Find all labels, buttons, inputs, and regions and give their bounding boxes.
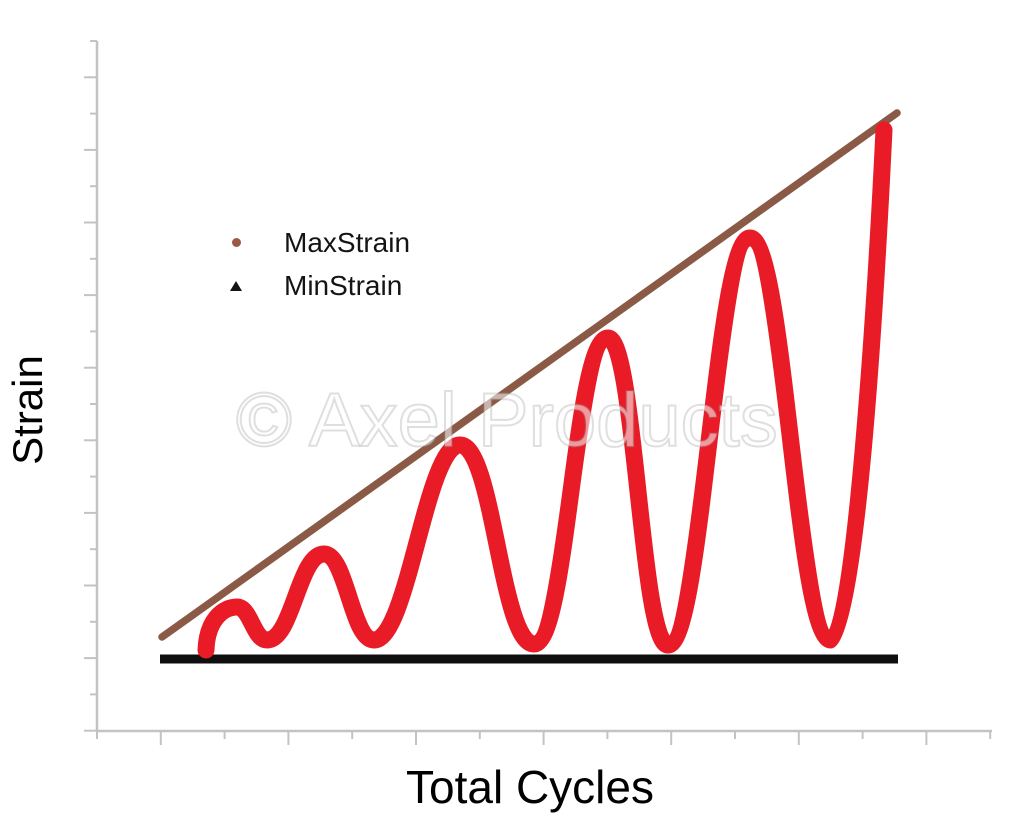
- x-axis-label: Total Cycles: [406, 761, 654, 813]
- strain-cycles-curve: [197, 121, 893, 659]
- legend-item-maxstrain: MaxStrain: [221, 221, 410, 264]
- watermark: © Axel Products: [235, 378, 779, 463]
- legend-item-minstrain: MinStrain: [221, 264, 410, 307]
- y-axis-label: Strain: [4, 355, 51, 465]
- legend-label-minstrain: MinStrain: [284, 269, 403, 301]
- legend: MaxStrain MinStrain: [221, 221, 410, 307]
- legend-label-maxstrain: MaxStrain: [284, 226, 411, 258]
- minstrain-triangle-marker-icon: [221, 280, 251, 291]
- maxstrain-circle-marker-icon: [221, 238, 251, 247]
- maxstrain-line: [158, 109, 901, 641]
